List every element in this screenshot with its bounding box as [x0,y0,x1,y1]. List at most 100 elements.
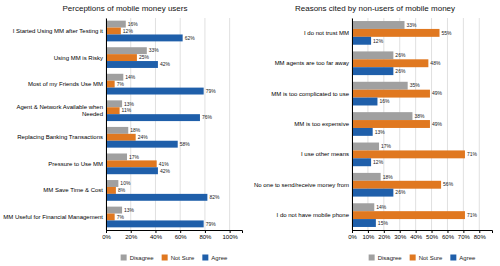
data-label: 10% [120,180,131,186]
data-label: 15% [378,220,389,226]
y-tick: I Started Using MM after Testing it [13,28,106,34]
bar [106,81,115,88]
bar [352,203,374,211]
legend: Disagree Not Sure Agree [121,255,228,261]
y-tick: No one to send/receive money from [254,182,352,188]
bars [106,21,207,228]
x-tick-mark [131,230,132,233]
x-axis: 0% 20% 40% 60% 80% 100% [102,230,242,240]
y-tick-label: No one to send/receive money from [254,182,349,188]
legend-item: Agree [202,255,228,261]
x-tick-mark [180,230,181,233]
x-tick-label: 40% [410,234,423,240]
bar [106,141,178,148]
x-tick: 20% [125,230,138,240]
legend-swatch [162,255,168,261]
y-tick: Replacing Banking Transactions [17,134,106,140]
x-tick-mark [479,230,480,233]
bar [352,37,371,45]
grid [106,18,230,230]
plot-area: 16%33%14%13%18%17%10%13%12%25%7%11%24%41… [3,18,242,240]
y-tick-label-line: Needed [82,111,103,117]
data-labels: 33%26%35%38%17%18%14%55%48%49%49%71%56%7… [373,22,477,226]
x-tick-label: 80% [474,234,487,240]
x-tick-label: 60% [442,234,455,240]
y-tick-label-line: Most of my Friends Use MM [28,81,103,87]
y-tick-label: MM is too expensive [294,121,349,127]
data-label: 26% [395,189,406,195]
x-tick-label: 100% [222,234,238,240]
data-label: 14% [125,74,136,80]
x-tick-mark [230,230,231,233]
bar [352,143,379,151]
legend: DisagreeNot SureAgree [369,255,476,261]
x-tick: 40% [410,230,423,240]
data-label: 7% [117,81,125,87]
y-tick-label-line: MM agents are too far away [275,60,349,66]
bar [352,181,441,189]
x-axis-line [107,231,243,234]
y-tick-label-line: Agent & Network Available when [16,104,103,110]
y-axis: I Started Using MM after Testing it Using… [3,19,106,231]
data-label: 79% [206,88,217,94]
y-tick: MM Useful for Financial Management [3,214,106,220]
data-label: 16% [128,21,139,27]
bar [106,114,200,121]
bar [106,127,128,134]
data-label: 8% [118,187,126,193]
bar [106,180,118,187]
data-label: 12% [123,28,134,34]
x-tick: 40% [150,230,163,240]
data-labels: 16%33%14%13%18%17%10%13%12%25%7%11%24%41… [117,21,220,227]
bars [352,21,465,227]
bar [352,189,393,197]
grid-line [352,18,353,230]
y-tick-label: MM Save Time & Cost [43,187,103,193]
bar [106,187,116,194]
chart-root: 16%33%14%13%18%17%10%13%12%25%7%11%24%41… [0,0,500,266]
data-label: 62% [185,35,196,41]
grid-line [479,18,480,230]
legend-label: Not Sure [171,255,195,261]
x-tick-label: 20% [125,234,138,240]
data-label: 13% [124,207,135,213]
y-tick-label-line: I do not trust MM [304,30,349,36]
legend-item: Disagree [121,255,155,261]
y-tick-label-line: Replacing Banking Transactions [17,134,103,140]
y-tick: Agent & Network Available whenNeeded [16,104,106,117]
y-tick-label: I do not trust MM [304,30,349,36]
legend-label: Disagree [130,255,155,261]
y-axis: I do not trust MM MM agents are too far a… [254,19,353,231]
bar [106,160,157,167]
x-tick-mark [432,230,433,233]
x-tick: 10% [362,230,375,240]
y-tick-label: MM is too complicated to use [271,91,349,97]
y-tick-label-line: No one to send/receive money from [254,182,349,188]
data-label: 17% [129,154,140,160]
bar [352,112,412,120]
bar [106,88,204,95]
data-label: 25% [139,54,150,60]
bar [352,90,430,98]
grid-line [229,18,230,230]
legend-label: Disagree [378,255,403,261]
data-label: 16% [379,98,390,104]
x-tick-mark [384,230,385,233]
y-tick-label: MM agents are too far away [275,60,349,66]
x-tick-label: 80% [199,234,212,240]
bar [106,194,207,201]
x-tick: 0% [102,230,111,240]
y-axis-line [106,19,107,231]
x-tick-mark [368,230,369,233]
bar [106,74,123,81]
chart-title: Perceptions of mobile money users [63,4,188,13]
y-tick-label: Most of my Friends Use MM [28,81,103,87]
data-label: 49% [432,121,443,127]
x-tick-label: 40% [150,234,163,240]
x-tick-mark [400,230,401,233]
y-tick-label: Using MM is Risky [54,55,103,61]
x-tick: 80% [474,230,487,240]
data-label: 41% [159,161,170,167]
x-tick-label: 60% [175,234,188,240]
data-label: 58% [180,141,191,147]
